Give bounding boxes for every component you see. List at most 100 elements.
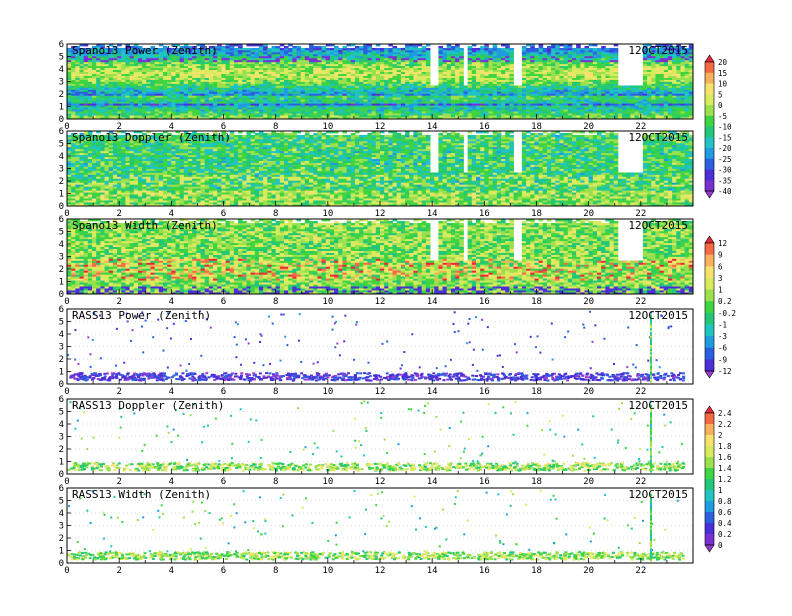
heatmap-cell [363, 101, 368, 104]
heatmap-cell [242, 77, 247, 80]
heatmap-cell [450, 111, 456, 114]
heatmap-cell [146, 63, 151, 67]
heatmap-cell [208, 53, 214, 57]
heatmap-cell [112, 69, 118, 73]
heatmap-cell [75, 93, 80, 96]
heatmap-cell [204, 97, 210, 100]
heatmap-cell [79, 107, 85, 110]
heatmap-cell [221, 107, 226, 110]
heatmap-cell [87, 65, 93, 69]
heatmap-cell [213, 53, 218, 57]
heatmap-cell [271, 61, 277, 65]
heatmap-cell [267, 113, 272, 116]
heatmap-cell [225, 85, 231, 88]
heatmap-cell [501, 91, 506, 94]
heatmap-cell [158, 81, 164, 84]
heatmap-cell [225, 89, 231, 92]
heatmap-cell [225, 44, 231, 47]
heatmap-cell [208, 91, 214, 94]
heatmap-cell [150, 87, 156, 90]
heatmap-cell [296, 91, 302, 94]
heatmap-cell [171, 69, 176, 73]
heatmap-cell [79, 71, 85, 74]
heatmap-cell [400, 73, 406, 76]
heatmap-cell [67, 95, 72, 98]
heatmap-cell [188, 105, 193, 108]
heatmap-cell [421, 55, 427, 59]
heatmap-cell [321, 51, 327, 55]
heatmap-cell [313, 97, 318, 100]
heatmap-cell [309, 105, 314, 108]
heatmap-cell [83, 113, 89, 116]
heatmap-cell [146, 53, 151, 57]
heatmap-cell [313, 111, 318, 114]
heatmap-cell [271, 95, 277, 98]
heatmap-cell [496, 61, 502, 65]
heatmap-cell [526, 79, 531, 82]
heatmap-cell [167, 81, 172, 84]
heatmap-cell [284, 63, 289, 67]
heatmap-cell [75, 57, 80, 61]
heatmap-cell [233, 73, 239, 76]
heatmap-cell [154, 97, 160, 100]
heatmap-cell [263, 97, 268, 100]
heatmap-cell [292, 61, 297, 65]
heatmap-cell [79, 83, 85, 86]
heatmap-cell [188, 57, 193, 61]
heatmap-cell [117, 79, 122, 82]
heatmap-cell [329, 49, 335, 53]
heatmap-cell [137, 51, 143, 55]
heatmap-cell [492, 105, 498, 108]
heatmap-cell [455, 59, 460, 63]
heatmap-cell [526, 83, 531, 86]
heatmap-cell [313, 89, 318, 92]
heatmap-cell [83, 47, 89, 51]
heatmap-cell [338, 99, 343, 102]
heatmap-cell [450, 97, 456, 100]
heatmap-cell [225, 61, 231, 65]
heatmap-cell [425, 59, 431, 63]
heatmap-cell [183, 105, 189, 108]
heatmap-cell [367, 47, 373, 51]
heatmap-cell [484, 55, 489, 59]
heatmap-cell [196, 111, 201, 114]
heatmap-cell [475, 81, 481, 84]
heatmap-cell [271, 103, 277, 106]
heatmap-cell [246, 47, 252, 51]
heatmap-cell [517, 97, 523, 100]
heatmap-cell [317, 93, 322, 96]
heatmap-cell [400, 67, 406, 71]
heatmap-cell [471, 83, 477, 86]
heatmap-cell [405, 93, 410, 96]
heatmap-cell [488, 105, 494, 108]
heatmap-cell [238, 95, 243, 98]
heatmap-cell [217, 101, 222, 104]
heatmap-cell [359, 95, 364, 98]
heatmap-cell [129, 79, 135, 82]
heatmap-cell [258, 107, 264, 110]
heatmap-cell [158, 109, 164, 112]
heatmap-cell [200, 67, 206, 71]
heatmap-cell [546, 51, 552, 55]
heatmap-cell [384, 73, 389, 76]
heatmap-cell [217, 89, 222, 92]
heatmap-cell [446, 45, 452, 49]
heatmap-cell [413, 51, 418, 55]
heatmap-cell [137, 55, 143, 59]
heatmap-cell [171, 91, 176, 94]
heatmap-cell [71, 89, 76, 92]
heatmap-cell [475, 49, 481, 53]
heatmap-cell [288, 97, 293, 100]
heatmap-cell [400, 97, 406, 100]
heatmap-cell [334, 105, 339, 108]
heatmap-cell [501, 103, 506, 106]
heatmap-cell [492, 101, 498, 104]
heatmap-cell [112, 97, 118, 100]
heatmap-cell [175, 93, 181, 96]
heatmap-cell [275, 105, 281, 108]
heatmap-cell [196, 61, 201, 65]
heatmap-cell [517, 85, 523, 88]
heatmap-cell [242, 53, 247, 57]
heatmap-cell [313, 67, 318, 71]
heatmap-cell [225, 63, 231, 67]
